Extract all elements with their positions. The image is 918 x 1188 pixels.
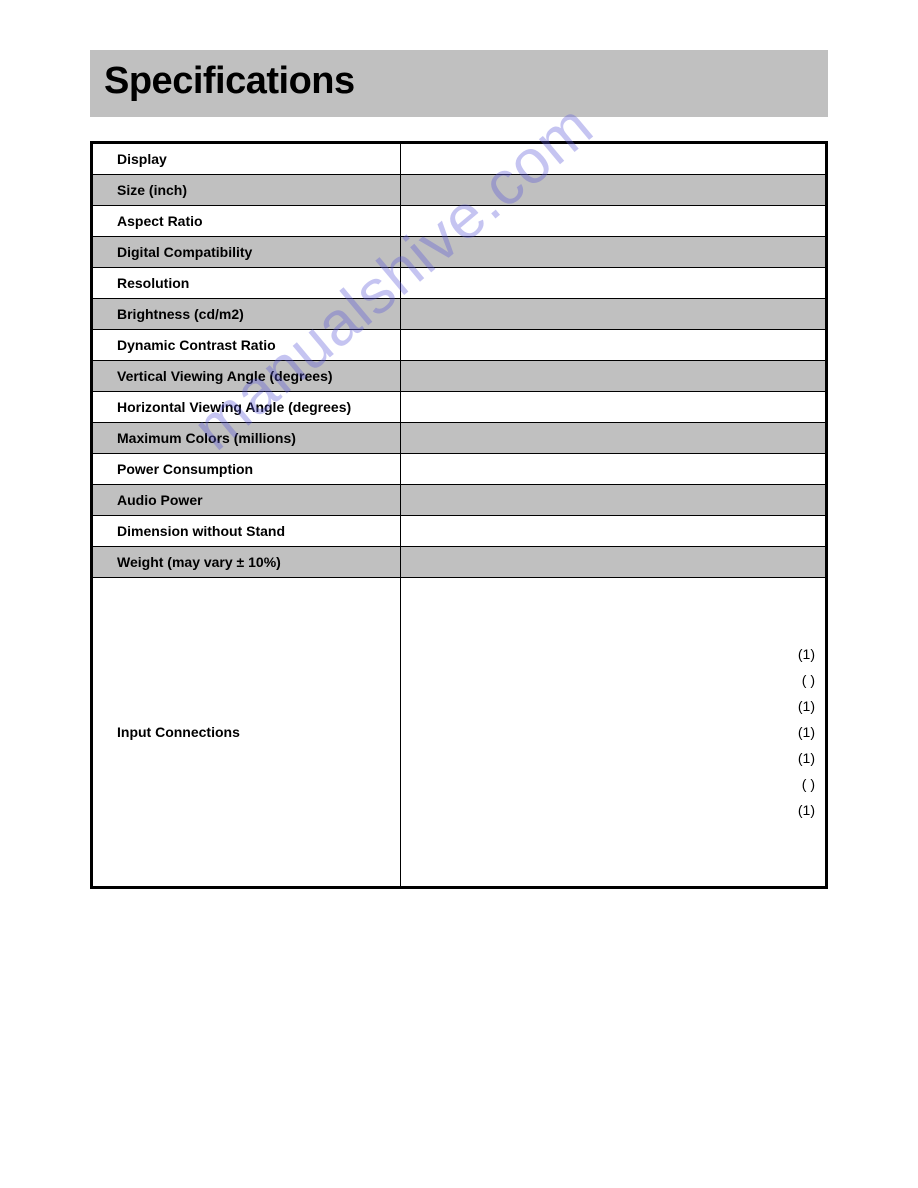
spec-label: Horizontal Viewing Angle (degrees) xyxy=(92,392,401,423)
spec-label: Weight (may vary ± 10%) xyxy=(92,547,401,578)
input-connection-item: ( ) xyxy=(411,667,815,693)
table-row: Horizontal Viewing Angle (degrees) xyxy=(92,392,827,423)
input-connection-item: (1) xyxy=(411,797,815,823)
spec-value xyxy=(400,206,826,237)
spec-label: Maximum Colors (millions) xyxy=(92,423,401,454)
page-title: Specifications xyxy=(104,60,814,103)
spec-value xyxy=(400,175,826,206)
table-row: Power Consumption xyxy=(92,454,827,485)
table-row: Size (inch) xyxy=(92,175,827,206)
table-row: Aspect Ratio xyxy=(92,206,827,237)
spec-value xyxy=(400,143,826,175)
table-row: Dynamic Contrast Ratio xyxy=(92,330,827,361)
table-row: Weight (may vary ± 10%) xyxy=(92,547,827,578)
input-connection-item: ( ) xyxy=(411,771,815,797)
spec-value-input-connections: (1)( )(1)(1)(1)( )(1) xyxy=(400,578,826,888)
spec-label: Display xyxy=(92,143,401,175)
spec-label: Digital Compatibility xyxy=(92,237,401,268)
table-row-input-connections: Input Connections(1)( )(1)(1)(1)( )(1) xyxy=(92,578,827,888)
table-row: Digital Compatibility xyxy=(92,237,827,268)
spec-label: Dimension without Stand xyxy=(92,516,401,547)
spec-value xyxy=(400,485,826,516)
spec-label: Resolution xyxy=(92,268,401,299)
spec-label: Dynamic Contrast Ratio xyxy=(92,330,401,361)
spec-value xyxy=(400,547,826,578)
spec-value xyxy=(400,268,826,299)
spec-value xyxy=(400,237,826,268)
spec-value xyxy=(400,361,826,392)
spec-value xyxy=(400,454,826,485)
spec-label: Brightness (cd/m2) xyxy=(92,299,401,330)
spec-value xyxy=(400,299,826,330)
table-row: Dimension without Stand xyxy=(92,516,827,547)
spec-value xyxy=(400,516,826,547)
spec-label: Aspect Ratio xyxy=(92,206,401,237)
table-row: Display xyxy=(92,143,827,175)
spec-label: Audio Power xyxy=(92,485,401,516)
spec-label: Power Consumption xyxy=(92,454,401,485)
input-connection-item: (1) xyxy=(411,745,815,771)
input-connection-item: (1) xyxy=(411,719,815,745)
input-connection-item: (1) xyxy=(411,641,815,667)
table-row: Maximum Colors (millions) xyxy=(92,423,827,454)
table-row: Resolution xyxy=(92,268,827,299)
specifications-table: DisplaySize (inch)Aspect RatioDigital Co… xyxy=(90,141,828,889)
spec-label-input-connections: Input Connections xyxy=(92,578,401,888)
table-row: Vertical Viewing Angle (degrees) xyxy=(92,361,827,392)
spec-value xyxy=(400,330,826,361)
page-header: Specifications xyxy=(90,50,828,117)
spec-value xyxy=(400,392,826,423)
spec-label: Vertical Viewing Angle (degrees) xyxy=(92,361,401,392)
table-row: Brightness (cd/m2) xyxy=(92,299,827,330)
spec-value xyxy=(400,423,826,454)
table-row: Audio Power xyxy=(92,485,827,516)
input-connection-item: (1) xyxy=(411,693,815,719)
spec-label: Size (inch) xyxy=(92,175,401,206)
